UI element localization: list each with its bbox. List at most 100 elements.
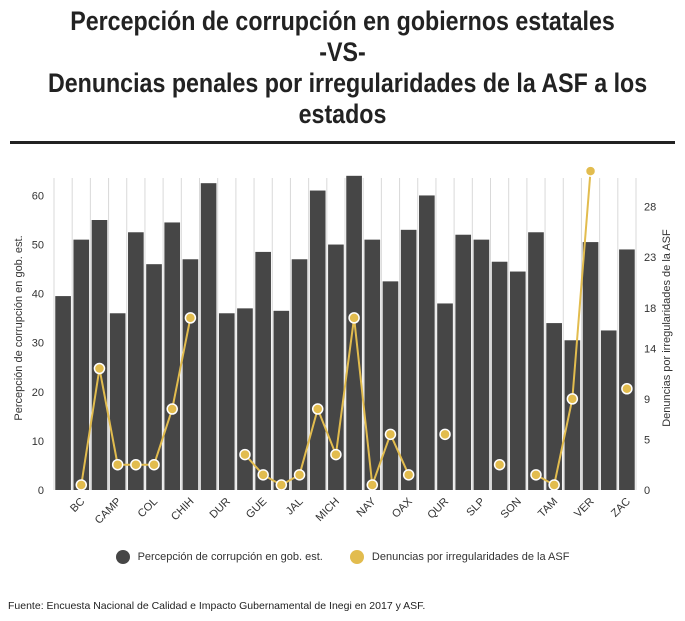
y-right-tick-label: 5	[644, 434, 650, 446]
point-ver	[584, 165, 597, 177]
x-tick-label: BC	[68, 496, 87, 515]
point-chih	[184, 312, 197, 324]
x-tick-label: MICH	[314, 496, 342, 524]
bar-chih	[182, 259, 199, 490]
point-mor	[348, 312, 360, 324]
x-tick-label: GUE	[244, 496, 269, 521]
y-left-tick-label: 20	[32, 387, 44, 399]
point-tlax	[566, 393, 579, 405]
legend: Percepción de corrupción en gob. est. De…	[0, 550, 685, 567]
bar-sin	[491, 261, 508, 490]
y-left-tick-label: 60	[32, 190, 44, 202]
y-right-tick-label: 9	[644, 394, 650, 406]
y-left-tick-label: 40	[32, 289, 44, 301]
title-line-4: estados	[298, 99, 387, 129]
y-right-tick-label: 14	[644, 343, 656, 355]
bar-jal	[291, 259, 308, 490]
source-note: Fuente: Encuesta Nacional de Calidad e I…	[8, 600, 426, 612]
title-divider	[10, 141, 675, 144]
bar-ver	[582, 242, 599, 490]
bar-yuc	[600, 330, 617, 490]
chart-svg: 0 10 20 30 40 50 60 0 5 9 14 18 23 28 Percepción de co…	[13, 165, 673, 527]
point-camp	[111, 458, 124, 471]
x-tick-label: DUR	[208, 496, 233, 521]
point-gue	[257, 469, 269, 481]
y-right-tick-label: 18	[644, 303, 656, 315]
point-chis	[166, 403, 178, 415]
bar-layer	[55, 175, 635, 491]
bar-coah	[128, 232, 144, 491]
bar-col	[146, 264, 162, 490]
x-tick-label: VER	[572, 496, 597, 521]
x-tick-label: COL	[136, 496, 160, 520]
bar-qro	[455, 234, 472, 490]
bar-bc	[73, 239, 90, 490]
point-tam	[548, 479, 560, 491]
y-right-tick-label: 0	[644, 485, 650, 497]
point-jal	[293, 469, 306, 481]
y-left-tick-label: 30	[32, 338, 44, 350]
y-left-tick-label: 50	[32, 240, 44, 252]
x-tick-label: QUR	[425, 496, 451, 522]
legend-bar-swatch-icon	[115, 550, 130, 564]
y-right-tick-label: 28	[644, 202, 656, 214]
denuncias-line-segment	[535, 170, 592, 487]
legend-line-swatch-icon	[349, 550, 364, 564]
point-nl	[384, 428, 397, 441]
x-tick-label: SON	[499, 496, 524, 521]
x-tick-label: NAY	[354, 495, 378, 519]
x-tick-label: CAMP	[93, 496, 124, 527]
bar-tam	[546, 323, 562, 490]
x-tick-label: ZAC	[609, 496, 633, 520]
title-line-1: Percepción de corrupción en gobiernos es…	[70, 6, 615, 36]
point-coah	[130, 458, 142, 471]
bar-chis	[164, 222, 181, 491]
line-layer	[75, 165, 633, 491]
bar-gue	[255, 251, 271, 490]
bar-nay	[364, 239, 381, 490]
x-tick-label: OAX	[390, 495, 415, 520]
legend-line-label: Denuncias por irregularidades de la ASF	[371, 551, 570, 563]
bar-son	[509, 271, 526, 490]
title-line-3: Denuncias penales por irregularidades de…	[47, 68, 648, 98]
bar-tab	[528, 232, 544, 491]
bar-pue	[419, 195, 435, 491]
point-oax	[402, 469, 415, 481]
bar-hgo	[273, 310, 290, 490]
point-nay	[366, 479, 379, 491]
x-tick-label: SLP	[464, 496, 487, 519]
bar-mex	[309, 190, 326, 490]
bar-cdmx	[200, 183, 217, 490]
bar-zac	[619, 249, 635, 490]
bar-mor	[346, 175, 362, 490]
point-col	[148, 458, 160, 471]
y-left-tick-label: 10	[32, 436, 44, 448]
legend-bar-label: Percepción de corrupción en gob. est.	[137, 551, 323, 563]
bar-dur	[218, 313, 235, 490]
point-zac	[621, 383, 633, 395]
point-mich	[330, 448, 342, 461]
bar-oax	[400, 229, 417, 490]
legend-item-line: Denuncias por irregularidades de la ASF	[349, 550, 570, 564]
bar-gto	[237, 308, 253, 490]
bar-ags	[55, 296, 71, 490]
x-tick-label: JAL	[284, 496, 306, 518]
denuncias-line-segment	[244, 317, 410, 487]
bar-qur	[437, 303, 453, 490]
point-gto	[239, 448, 251, 461]
y-right-tick-label: 23	[644, 252, 656, 264]
y-left-tick-label: 0	[38, 485, 44, 497]
y-right-axis-title: Denuncias por irregularidades de la ASF	[661, 229, 673, 427]
bar-bcs	[91, 220, 108, 490]
point-mex	[311, 403, 324, 415]
bar-tlax	[564, 340, 581, 490]
point-hgo	[275, 479, 288, 491]
title-line-2: -VS-	[319, 37, 366, 67]
bar-nl	[382, 281, 399, 490]
point-bcs	[93, 362, 106, 375]
grid-layer	[53, 178, 637, 490]
bar-slp	[473, 239, 490, 490]
chart-title: Percepción de corrupción en gobiernos es…	[47, 6, 648, 130]
point-qur	[439, 428, 451, 441]
point-sin	[493, 458, 506, 471]
